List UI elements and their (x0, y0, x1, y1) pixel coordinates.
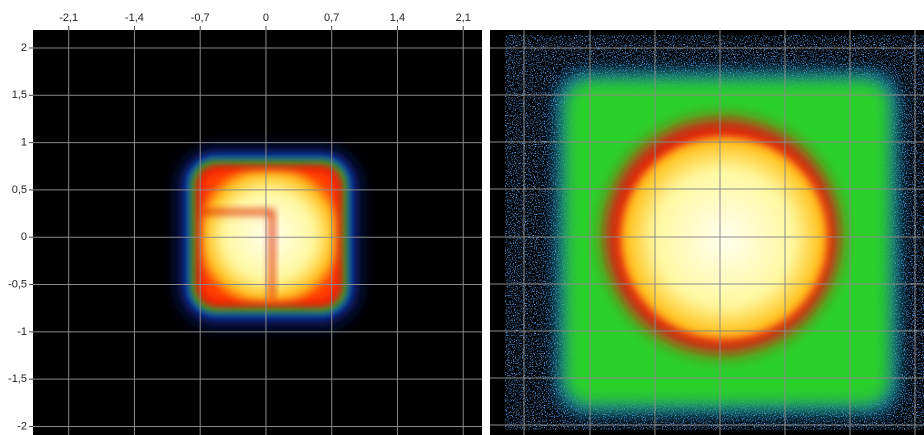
x-tick-label: 0 (263, 12, 269, 24)
y-tick-label: 2 (21, 42, 27, 54)
x-tick-label: 1,4 (390, 12, 405, 24)
chart: -2,1 -1,4 -0,7 0 0,7 1,4 2,1 2 1,5 1 0,5 0 -0,5 -1 -1,… (0, 0, 924, 435)
y-tick-label: 1 (21, 137, 27, 149)
y-tick-label: -1 (17, 326, 27, 338)
x-tick-label: -1,4 (125, 12, 144, 24)
x-tick-label: -0,7 (191, 12, 210, 24)
y-tick-label: 0,5 (12, 184, 27, 196)
y-tick-label: -2 (17, 420, 27, 432)
x-tick-label: -2,1 (59, 12, 78, 24)
y-tick-label: -0,5 (8, 278, 27, 290)
x-tick-label: 2,1 (456, 12, 471, 24)
right-beam (505, 35, 924, 430)
y-tick-label: -1,5 (8, 373, 27, 385)
x-tick-label: 0,7 (324, 12, 339, 24)
y-tick-label: 1,5 (12, 89, 27, 101)
y-tick-label: 0 (21, 231, 27, 243)
